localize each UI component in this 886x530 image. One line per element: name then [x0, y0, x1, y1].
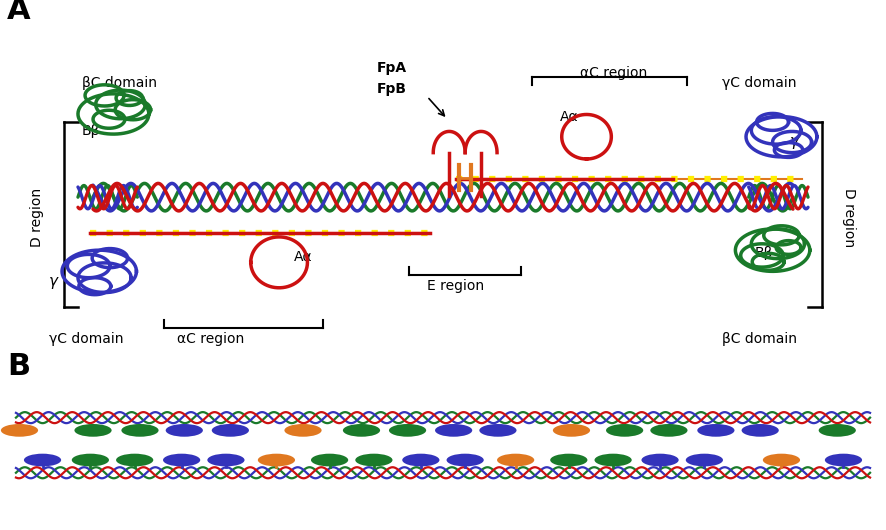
Ellipse shape [479, 424, 517, 437]
Ellipse shape [72, 454, 109, 466]
Ellipse shape [402, 454, 439, 466]
Ellipse shape [763, 454, 800, 466]
Ellipse shape [212, 424, 249, 437]
Ellipse shape [74, 424, 112, 437]
Ellipse shape [742, 424, 779, 437]
Ellipse shape [389, 424, 426, 437]
Text: Aα: Aα [294, 250, 313, 264]
Text: γC domain: γC domain [49, 332, 123, 347]
Ellipse shape [355, 454, 392, 466]
Text: B: B [7, 352, 30, 381]
Ellipse shape [550, 454, 587, 466]
Ellipse shape [606, 424, 643, 437]
Ellipse shape [1, 424, 38, 437]
Ellipse shape [595, 454, 632, 466]
Ellipse shape [343, 424, 380, 437]
Text: βC domain: βC domain [82, 76, 157, 91]
Ellipse shape [24, 454, 61, 466]
Text: γ: γ [790, 134, 799, 149]
Text: Bβ: Bβ [755, 246, 773, 260]
Ellipse shape [435, 424, 472, 437]
Ellipse shape [166, 424, 203, 437]
Text: D region: D region [842, 188, 856, 247]
Ellipse shape [553, 424, 590, 437]
Ellipse shape [497, 454, 534, 466]
Ellipse shape [641, 454, 679, 466]
Ellipse shape [116, 454, 153, 466]
Ellipse shape [258, 454, 295, 466]
Text: Aα: Aα [560, 110, 579, 124]
Ellipse shape [207, 454, 245, 466]
Text: A: A [7, 0, 31, 24]
Text: αC region: αC region [177, 332, 245, 347]
Ellipse shape [121, 424, 159, 437]
Ellipse shape [686, 454, 723, 466]
Ellipse shape [311, 454, 348, 466]
Ellipse shape [825, 454, 862, 466]
Text: D region: D region [30, 188, 44, 247]
Ellipse shape [819, 424, 856, 437]
Ellipse shape [697, 424, 734, 437]
Ellipse shape [284, 424, 322, 437]
Ellipse shape [163, 454, 200, 466]
Text: E region: E region [427, 279, 484, 294]
Text: γ: γ [49, 274, 58, 289]
Ellipse shape [650, 424, 688, 437]
Text: FpA: FpA [377, 60, 407, 75]
Text: γC domain: γC domain [722, 76, 797, 91]
Ellipse shape [447, 454, 484, 466]
Text: Bβ: Bβ [82, 124, 100, 138]
Text: FpB: FpB [377, 82, 407, 96]
Text: βC domain: βC domain [722, 332, 797, 347]
Text: αC region: αC region [580, 66, 648, 80]
